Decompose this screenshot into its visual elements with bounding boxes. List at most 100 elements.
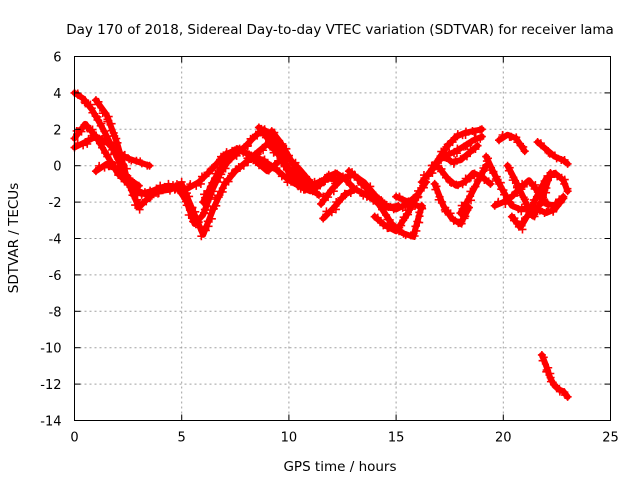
data-point [519, 142, 528, 151]
data-point [74, 90, 83, 99]
series-track-17 [426, 125, 486, 177]
series-track-25 [495, 130, 529, 156]
data-point [461, 198, 470, 207]
data-point [446, 209, 455, 218]
series-track-5 [91, 160, 143, 191]
data-point [147, 191, 156, 200]
data-point [508, 176, 517, 185]
data-point [545, 149, 554, 158]
data-point [403, 206, 412, 215]
data-point [453, 130, 462, 139]
data-point [412, 226, 421, 235]
data-point [413, 193, 422, 202]
data-point [273, 150, 282, 159]
data-point [513, 138, 522, 147]
data-point [520, 147, 529, 156]
data-point [538, 356, 547, 365]
data-point [555, 195, 564, 204]
data-point [419, 171, 428, 180]
data-point [477, 132, 486, 141]
data-point [319, 178, 328, 187]
data-point [392, 226, 401, 235]
data-point [414, 186, 423, 195]
data-point [116, 154, 125, 163]
data-point [544, 148, 553, 157]
data-point [471, 182, 480, 191]
data-point [83, 124, 92, 133]
data-point [521, 200, 530, 209]
data-point [197, 232, 206, 241]
data-point [228, 146, 237, 155]
data-point [96, 121, 105, 130]
data-point [463, 140, 472, 149]
data-point [212, 201, 221, 210]
data-point [512, 183, 521, 192]
data-point [247, 135, 256, 144]
data-point [216, 165, 225, 174]
y-tick-label: 4 [53, 87, 61, 102]
data-point [397, 221, 406, 230]
data-point [563, 392, 572, 401]
data-point [512, 133, 521, 142]
data-point [329, 183, 338, 192]
data-point [373, 215, 382, 224]
data-point [98, 109, 107, 118]
data-point [193, 218, 202, 227]
y-tick-label: -4 [49, 233, 62, 248]
data-point [277, 172, 286, 181]
data-point [357, 180, 366, 189]
data-point [125, 174, 134, 183]
data-point [448, 138, 457, 147]
data-point [522, 213, 531, 222]
x-tick-label: 25 [602, 431, 619, 446]
data-point [73, 139, 82, 148]
data-point [289, 159, 298, 168]
data-point [188, 203, 197, 212]
data-point [529, 208, 538, 217]
data-point [466, 187, 475, 196]
data-point [177, 177, 186, 186]
data-point [243, 141, 252, 150]
data-point [494, 197, 503, 206]
series-track-20 [439, 141, 482, 168]
data-point [437, 197, 446, 206]
data-point [373, 199, 382, 208]
data-point [518, 225, 527, 234]
data-point [191, 213, 200, 222]
data-point [413, 217, 422, 226]
data-point [451, 156, 460, 165]
data-point [366, 187, 375, 196]
data-point [137, 159, 146, 168]
data-point [385, 215, 394, 224]
series-track-18 [430, 179, 473, 228]
data-point [197, 172, 206, 181]
data-point [308, 185, 317, 194]
y-axis-label: SDTVAR / TECUs [6, 183, 22, 293]
data-point [209, 162, 218, 171]
y-tick-label: -6 [49, 269, 62, 284]
data-point [81, 99, 90, 108]
data-point [534, 205, 543, 214]
data-point [133, 195, 142, 204]
data-point [113, 144, 122, 153]
data-point [243, 150, 252, 159]
grid [74, 56, 611, 421]
data-point [342, 190, 351, 199]
series-track-9 [267, 127, 311, 187]
data-point [272, 146, 281, 155]
data-point [553, 172, 562, 181]
data-point [207, 214, 216, 223]
data-point [542, 367, 551, 376]
data-point [203, 217, 212, 226]
data-point [504, 166, 513, 175]
data-point [332, 198, 341, 207]
data-point [216, 152, 225, 161]
data-point [137, 189, 146, 198]
y-tick-label: -10 [40, 342, 61, 357]
data-point [145, 161, 154, 170]
data-point [249, 156, 258, 165]
data-point [411, 222, 420, 231]
data-point [471, 127, 480, 136]
data-point [510, 216, 519, 225]
